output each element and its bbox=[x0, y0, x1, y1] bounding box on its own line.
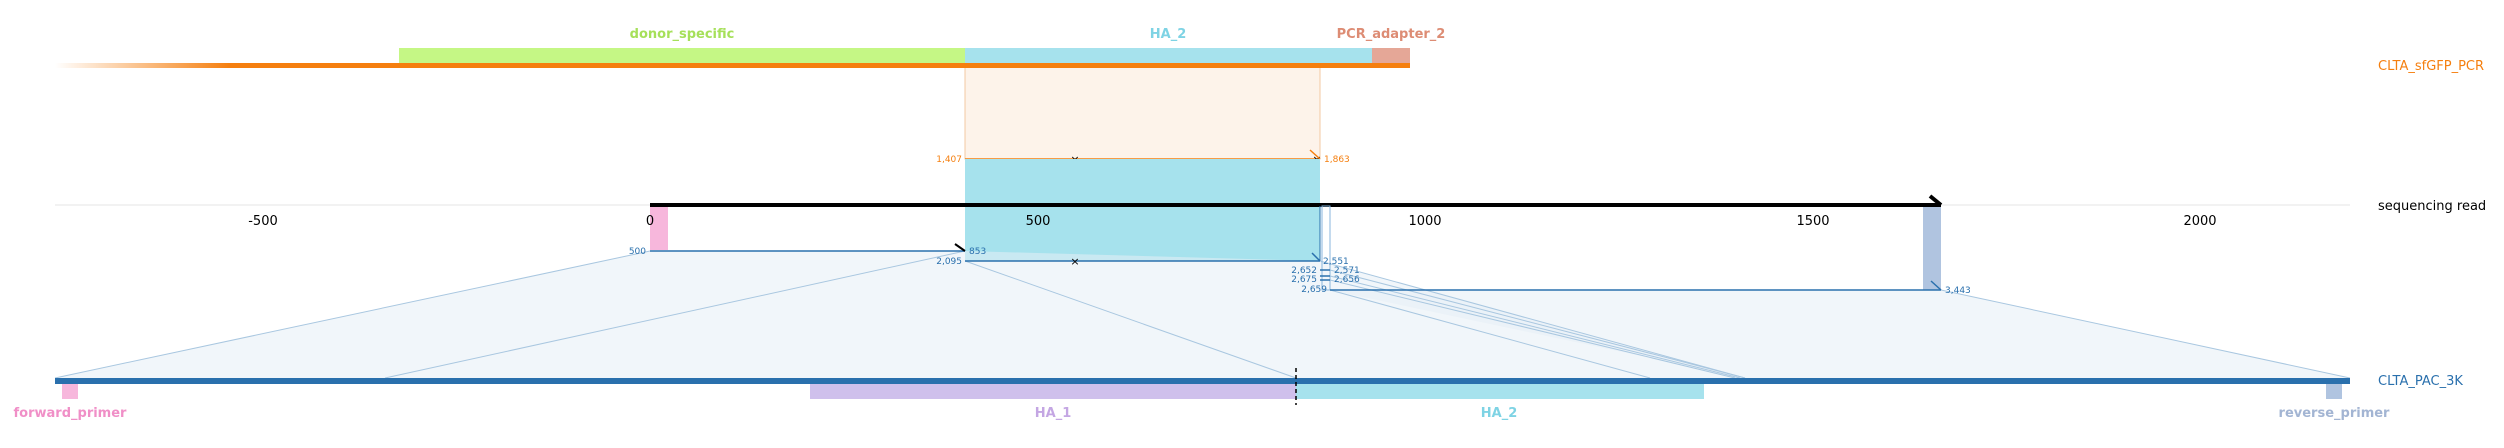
projection-edge bbox=[1329, 275, 1741, 379]
top-backbone bbox=[230, 63, 1410, 68]
alignment-coordinate-label: 2,659 bbox=[1301, 285, 1327, 295]
bottom-alignment-bracket bbox=[1321, 205, 1331, 291]
projection-edge bbox=[1329, 269, 1746, 379]
ha1-feature[interactable] bbox=[810, 383, 1296, 399]
top-alignment-end-label: 1,863 bbox=[1324, 155, 1350, 165]
projection-edge bbox=[1329, 289, 1651, 379]
top-ha2-label: HA_2 bbox=[1150, 27, 1187, 42]
top-alignment-arrow bbox=[1309, 149, 1321, 160]
donor-specific-label: donor_specific bbox=[630, 27, 735, 42]
projection-edge bbox=[964, 260, 1297, 379]
projection-edge bbox=[1329, 279, 1736, 379]
axis-tick-label: 1000 bbox=[1408, 214, 1441, 229]
top-backbone-fade bbox=[55, 63, 230, 68]
axis-tick-label: 1500 bbox=[1796, 214, 1829, 229]
top-alignment-region bbox=[964, 65, 1321, 160]
top-ha2-feature[interactable] bbox=[965, 48, 1372, 64]
forward-primer-feature[interactable] bbox=[62, 383, 78, 399]
sequencing-read-arrowhead bbox=[1928, 194, 1943, 207]
alignment-coordinate-label: 3,443 bbox=[1945, 286, 1971, 296]
top-construct-name: CLTA_sfGFP_PCR bbox=[2378, 59, 2484, 74]
projection-edge bbox=[1319, 260, 1746, 379]
bottom-alignment-arrow bbox=[1311, 252, 1321, 262]
top-alignment-start-label: 1,407 bbox=[936, 155, 962, 165]
bottom-construct-name: CLTA_PAC_3K bbox=[2378, 374, 2463, 389]
pcr-adapter-feature[interactable] bbox=[1372, 48, 1410, 64]
axis-tick-label: 2000 bbox=[2183, 214, 2216, 229]
bottom-alignment-arrow bbox=[1930, 280, 1942, 291]
alignment-coordinate-label: 2,656 bbox=[1334, 275, 1360, 285]
bottom-backbone bbox=[55, 378, 2350, 384]
bottom-alignment-arrow bbox=[954, 243, 966, 252]
read-name: sequencing read bbox=[2378, 199, 2486, 214]
bottom-ha2-feature[interactable] bbox=[1296, 383, 1704, 399]
read-forward-primer-block bbox=[650, 206, 668, 250]
ha1-label: HA_1 bbox=[1035, 406, 1072, 421]
bottom-ha2-label: HA_2 bbox=[1481, 406, 1518, 421]
bottom-alignment-mid-marker: × bbox=[1070, 255, 1079, 268]
projection-edge bbox=[384, 250, 966, 379]
alignment-coordinate-label: 2,551 bbox=[1323, 257, 1349, 267]
axis-tick-label: -500 bbox=[248, 214, 278, 229]
alignment-coordinate-label: 500 bbox=[629, 247, 646, 257]
alignment-coordinate-label: 2,652 bbox=[1291, 266, 1317, 276]
alignment-coordinate-label: 2,675 bbox=[1291, 275, 1317, 285]
reverse-primer-feature[interactable] bbox=[2326, 383, 2342, 399]
projection-edge bbox=[1940, 289, 2351, 379]
read-ha2-block bbox=[965, 159, 1320, 261]
donor-specific-feature[interactable] bbox=[399, 48, 965, 64]
axis-tick-label: 0 bbox=[646, 214, 654, 229]
read-reverse-primer-block bbox=[1923, 206, 1941, 290]
forward-primer-label: forward_primer bbox=[14, 406, 128, 421]
axis-tick-label: 500 bbox=[1026, 214, 1051, 229]
bottom-projection-right bbox=[1330, 290, 2350, 378]
projection-edge bbox=[54, 250, 651, 379]
alignment-coordinate-label: 2,095 bbox=[936, 257, 962, 267]
alignment-coordinate-label: 853 bbox=[969, 247, 986, 257]
pcr-adapter-label: PCR_adapter_2 bbox=[1337, 27, 1446, 42]
reverse-primer-label: reverse_primer bbox=[2279, 406, 2391, 421]
alignment-coordinate-label: 2,571 bbox=[1334, 266, 1360, 276]
